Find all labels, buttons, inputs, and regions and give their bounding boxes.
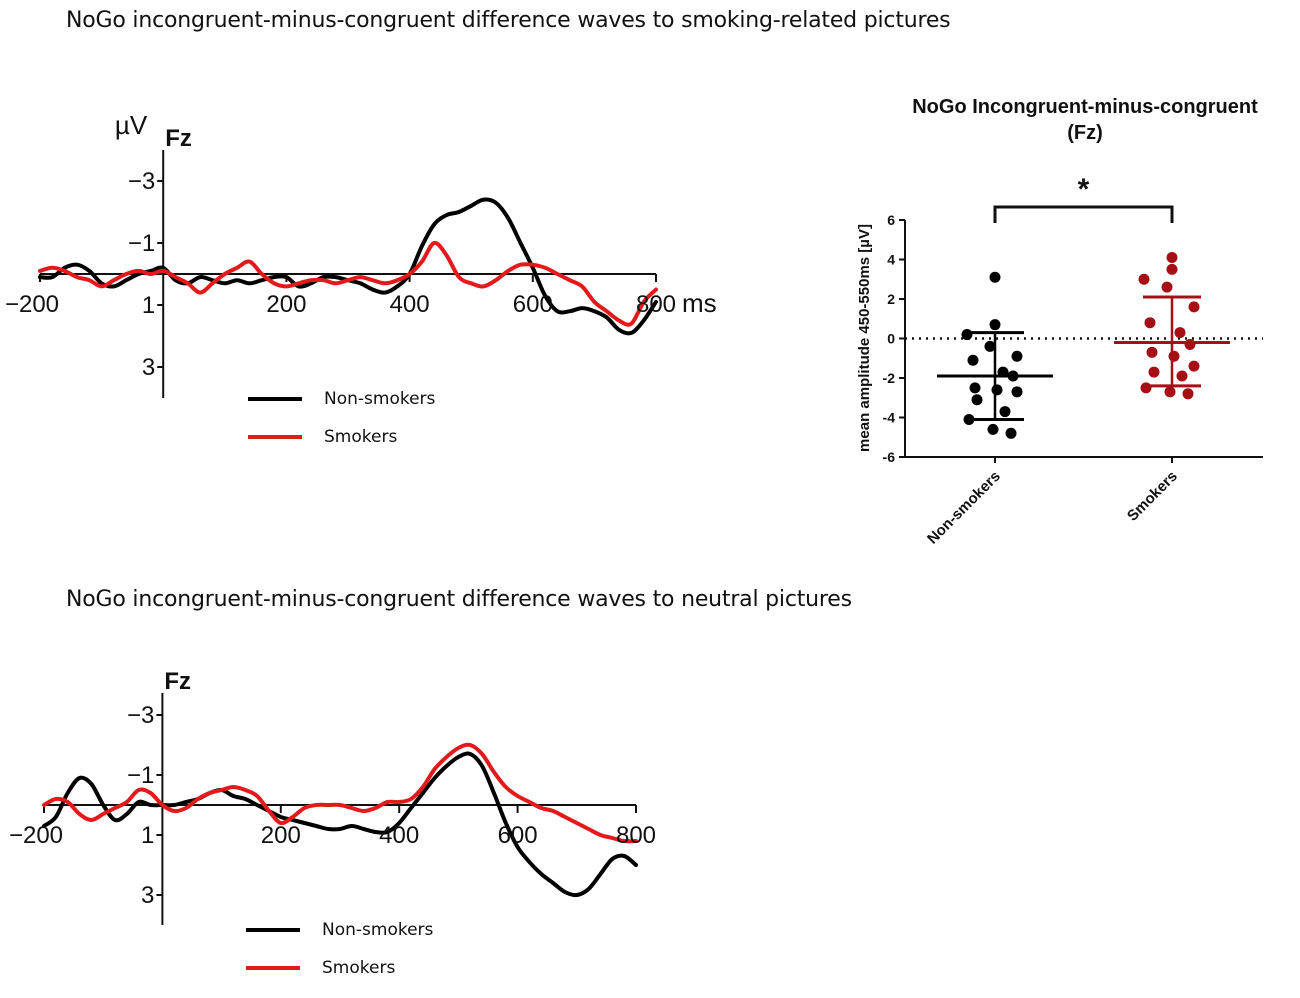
scatter-point-non-smokers (969, 382, 981, 394)
erp-top-x-tick-label: 200 (266, 291, 306, 318)
scatter-point-non-smokers (1011, 386, 1023, 398)
scatter-subtitle: (Fz) (1067, 122, 1103, 144)
scatter-point-non-smokers (999, 406, 1011, 418)
erp-bottom-y-tick-label: 3 (141, 882, 154, 909)
erp-top-x-tick-label: −200 (5, 291, 59, 318)
scatter-y-tick-label: -2 (883, 370, 896, 386)
scatter-point-smokers (1138, 273, 1150, 285)
scatter-point-smokers (1174, 327, 1186, 339)
significance-star: * (1078, 173, 1090, 206)
erp-bottom-x-tick-label: 600 (498, 822, 538, 849)
erp-top-xlabel: ms (682, 288, 717, 318)
scatter-point-non-smokers (989, 319, 1001, 331)
erp-top-legend-label: Smokers (324, 427, 397, 447)
scatter-point-smokers (1161, 281, 1173, 293)
erp-top-y-tick-label: −1 (128, 230, 155, 257)
erp-bottom-x-tick-label: 200 (261, 822, 301, 849)
scatter-point-smokers (1188, 360, 1200, 372)
scatter-point-smokers (1164, 386, 1176, 398)
significance-bracket (993, 205, 1174, 223)
scatter-point-smokers (1166, 263, 1178, 275)
scatter-point-non-smokers (967, 354, 979, 366)
scatter-y-tick-label: 2 (887, 291, 895, 307)
erp-top-series-smokers (38, 240, 658, 327)
erp-top-electrode-label: Fz (165, 125, 192, 152)
scatter-point-non-smokers (989, 271, 1001, 283)
scatter-y-tick-label: -4 (883, 410, 896, 426)
erp-top-x-tick-label: 800 (636, 291, 676, 318)
erp-bottom-electrode-label: Fz (164, 668, 191, 695)
scatter-point-non-smokers (1011, 350, 1023, 362)
scatter-ylabel: mean amplitude 450-550ms [µV] (856, 224, 873, 452)
scatter-y-tick-label: 4 (887, 252, 895, 268)
top-figure-heading: NoGo incongruent-minus-congruent differe… (66, 8, 951, 33)
scatter-point-smokers (1188, 301, 1200, 313)
scatter-point-smokers (1148, 366, 1160, 378)
erp-bottom-y-tick-label: −3 (127, 702, 154, 729)
erp-bottom-x-tick-label: 800 (616, 822, 656, 849)
scatter-y-tick-label: 6 (887, 212, 895, 228)
erp-top-y-tick-label: 1 (142, 292, 155, 319)
erp-bottom-y-tick-label: 1 (141, 822, 154, 849)
erp-top-legend-label: Non-smokers (324, 389, 436, 409)
scatter-point-smokers (1182, 388, 1194, 400)
scatter-point-smokers (1176, 370, 1188, 382)
erp-bottom-legend-label: Smokers (322, 958, 395, 978)
erp-top-x-tick-label: 600 (513, 291, 553, 318)
scatter-point-smokers (1144, 317, 1156, 329)
erp-bottom-x-tick-label: −200 (9, 822, 63, 849)
erp-bottom-legend-label: Non-smokers (322, 920, 434, 940)
scatter-y-tick-label: 0 (887, 331, 895, 347)
erp-bottom-y-tick-label: −1 (127, 762, 154, 789)
scatter-point-smokers (1146, 346, 1158, 358)
scatter-point-non-smokers (987, 423, 999, 435)
erp-bottom-series-non-smokers (42, 751, 638, 898)
erp-top-y-tick-label: 3 (142, 354, 155, 381)
bottom-figure-heading: NoGo incongruent-minus-congruent differe… (66, 587, 852, 612)
scatter-point-smokers (1166, 252, 1178, 264)
erp-top-y-tick-label: −3 (128, 168, 155, 195)
erp-bottom-series-smokers (42, 742, 638, 844)
scatter-point-non-smokers (984, 340, 996, 352)
scatter-y-tick-label: -6 (883, 449, 896, 465)
erp-bottom-x-tick-label: 400 (379, 822, 419, 849)
scatter-point-non-smokers (971, 394, 983, 406)
scatter-title: NoGo Incongruent-minus-congruent (912, 96, 1258, 118)
erp-top-x-tick-label: 400 (390, 291, 430, 318)
erp-top-ylabel: µV (115, 110, 148, 140)
scatter-point-non-smokers (1005, 427, 1017, 439)
